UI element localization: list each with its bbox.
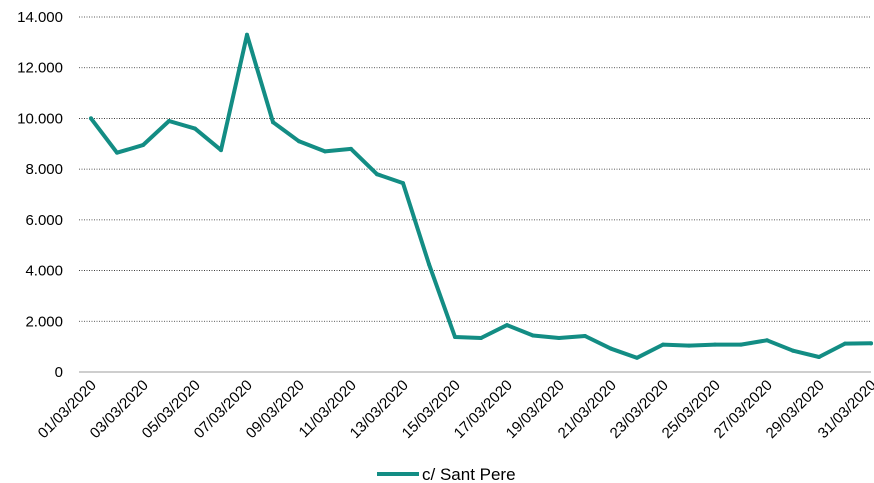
data-point	[89, 116, 93, 121]
data-point	[479, 336, 483, 341]
data-point	[427, 262, 431, 267]
data-point	[609, 346, 613, 351]
data-point	[453, 335, 457, 340]
series-layer	[89, 32, 873, 360]
data-point	[349, 146, 353, 151]
data-point	[661, 342, 665, 347]
gridlines	[79, 16, 871, 322]
data-point	[271, 120, 275, 125]
data-point	[193, 126, 197, 131]
y-axis: 0 2.000 4.000 6.000 8.000 10.000 12.000 14.000	[17, 9, 63, 381]
y-tick-label: 10.000	[17, 110, 63, 127]
data-point	[765, 338, 769, 343]
data-point	[583, 333, 587, 338]
data-point	[375, 172, 379, 177]
data-point	[531, 333, 535, 338]
y-tick-label: 6.000	[25, 212, 63, 229]
data-point	[869, 341, 873, 346]
data-point	[635, 355, 639, 360]
data-point	[687, 343, 691, 348]
data-point	[713, 342, 717, 347]
y-tick-label: 2.000	[25, 313, 63, 330]
data-point	[323, 149, 327, 154]
data-point	[297, 139, 301, 144]
y-tick-label: 14.000	[17, 9, 63, 26]
legend: c/ Sant Pere	[377, 465, 516, 483]
y-tick-label: 0	[55, 364, 63, 381]
y-tick-label: 4.000	[25, 263, 63, 280]
y-tick-label: 8.000	[25, 161, 63, 178]
data-point	[141, 143, 145, 148]
y-tick-label: 12.000	[17, 60, 63, 77]
x-axis: 01/03/202003/03/202005/03/202007/03/2020…	[35, 371, 874, 442]
series-line-0	[89, 32, 873, 360]
legend-label: c/ Sant Pere	[422, 465, 516, 483]
data-point	[817, 355, 821, 360]
data-point	[791, 348, 795, 353]
data-point	[505, 323, 509, 328]
data-point	[219, 148, 223, 153]
data-point	[115, 150, 119, 155]
data-point	[245, 32, 249, 37]
data-point	[401, 181, 405, 186]
data-point	[843, 341, 847, 346]
data-point	[557, 336, 561, 341]
data-point	[167, 118, 171, 123]
data-point	[739, 342, 743, 347]
